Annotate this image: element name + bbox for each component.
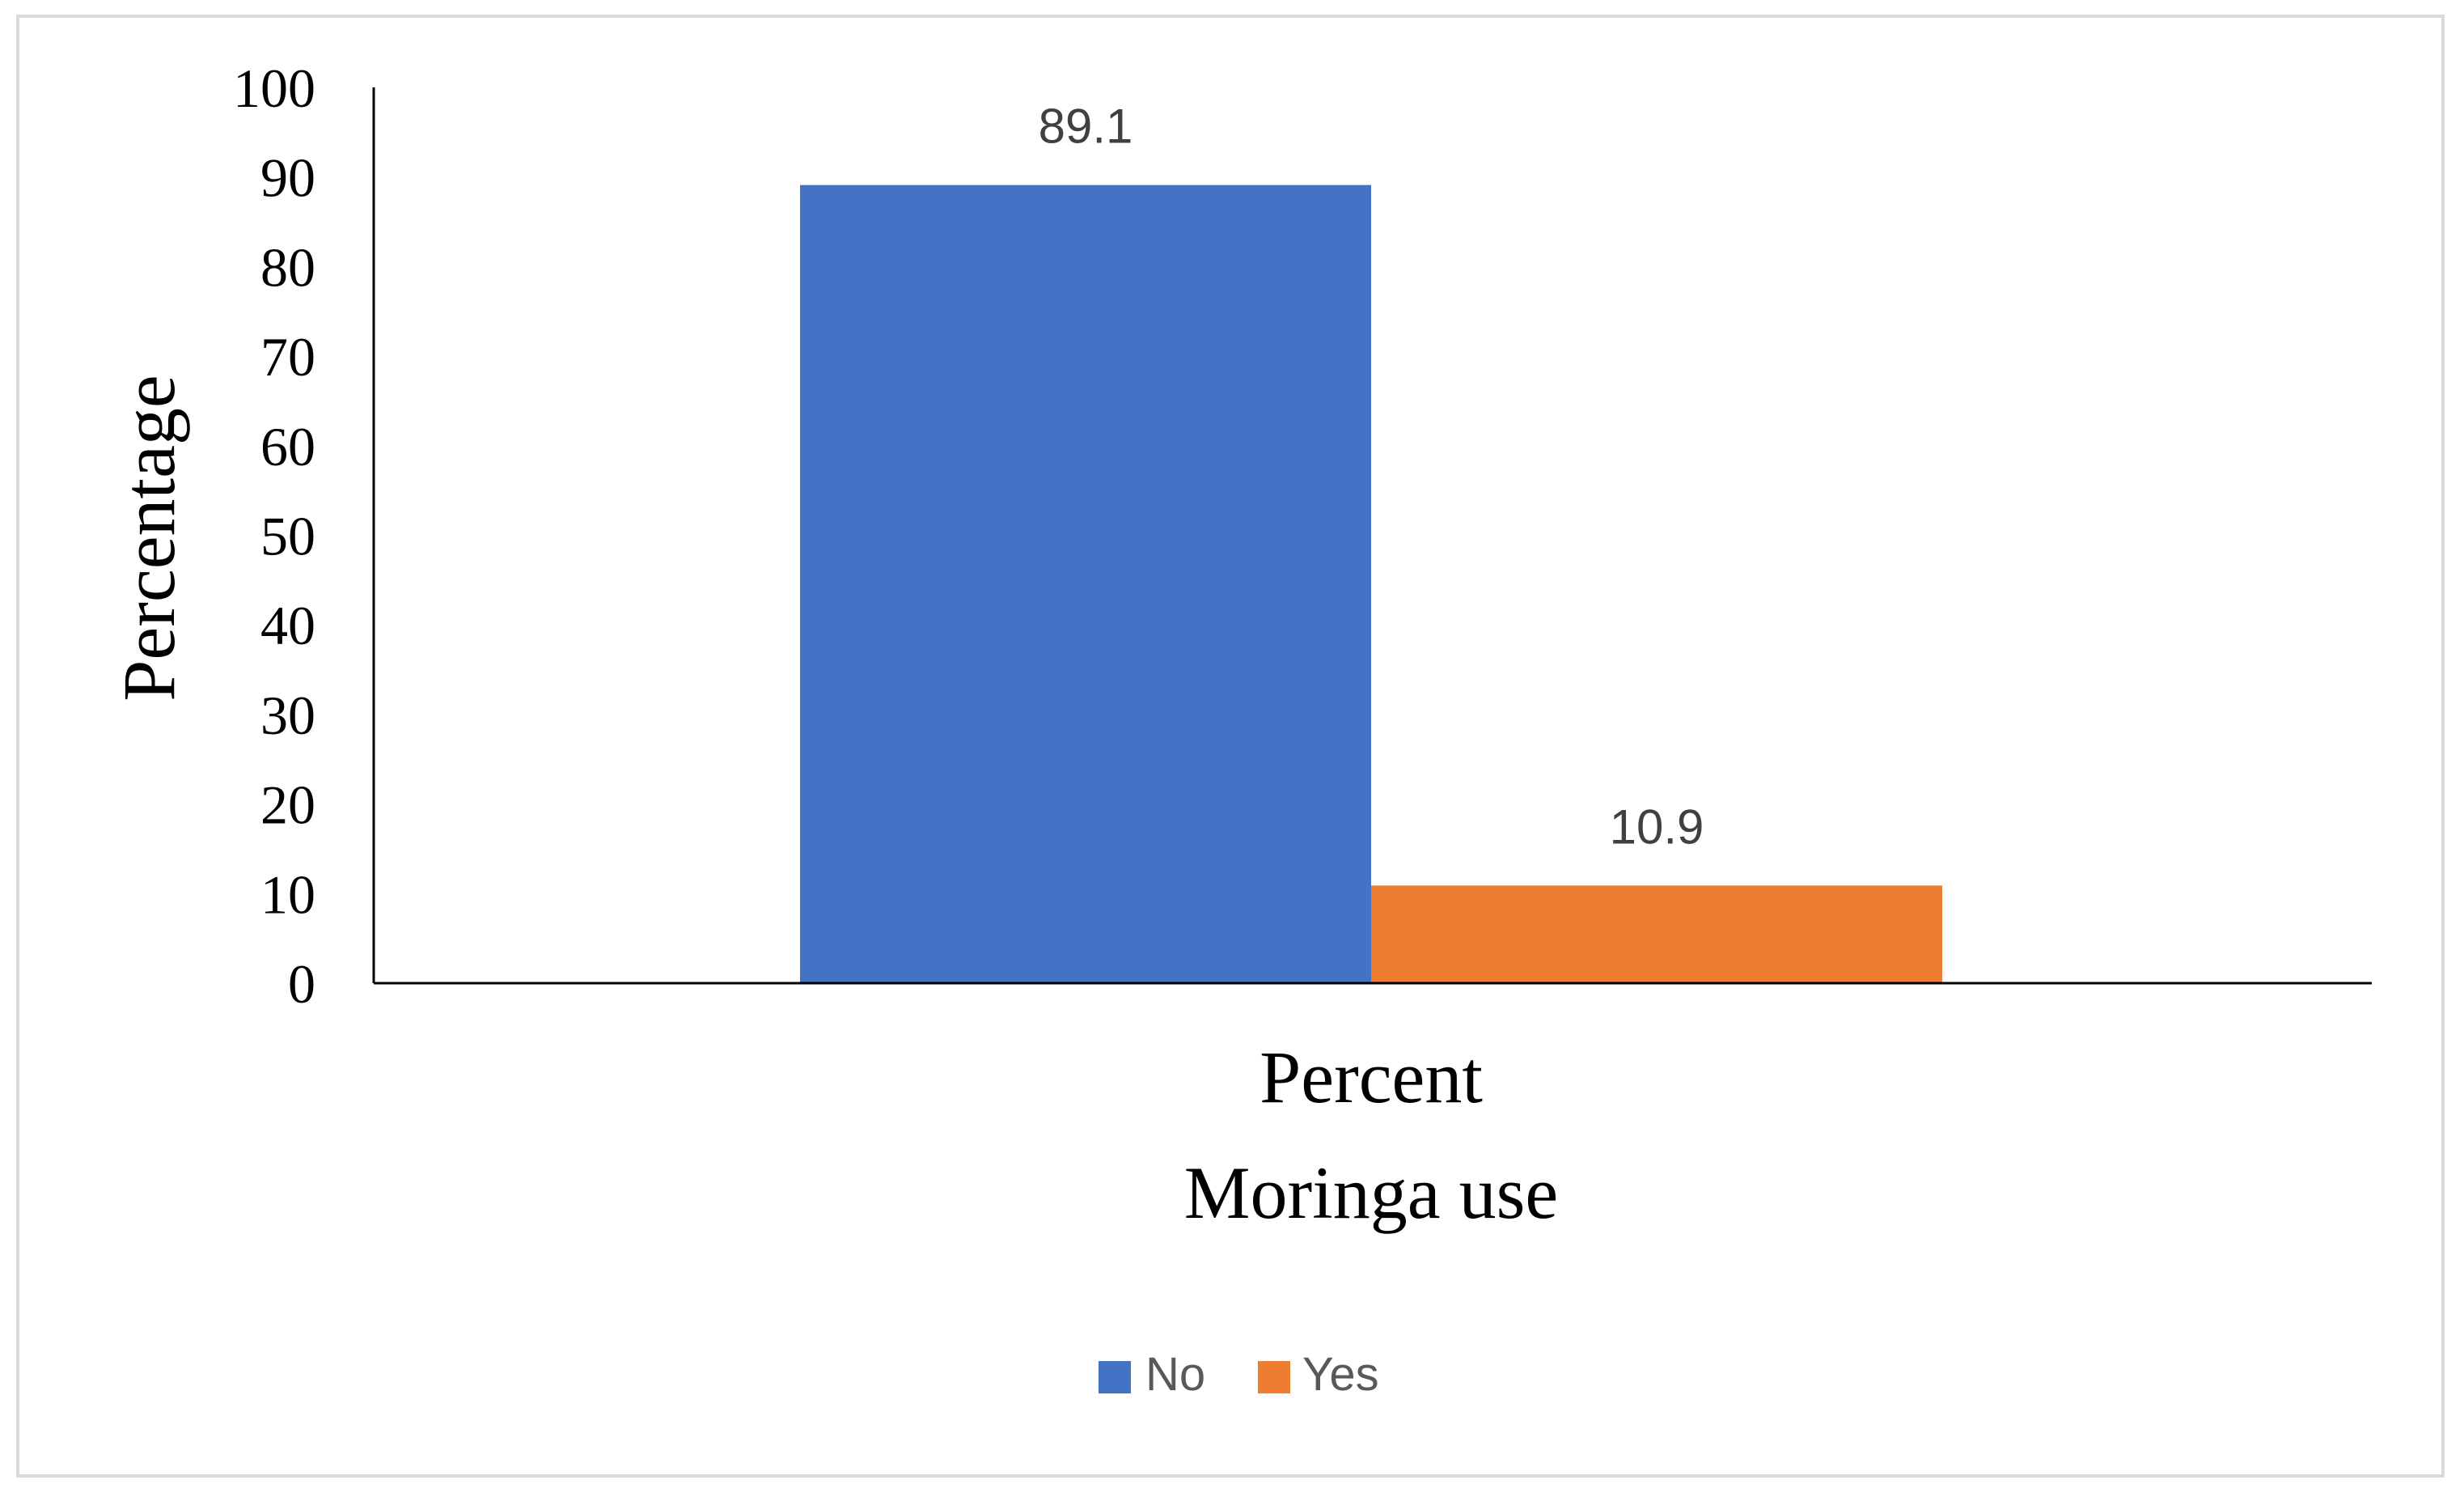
y-tick-label: 100 xyxy=(233,57,315,119)
y-tick-label: 10 xyxy=(260,863,315,925)
y-tick-label: 30 xyxy=(260,685,315,746)
y-tick-label: 60 xyxy=(260,416,315,477)
x-axis-title: Moringa use xyxy=(1184,1151,1558,1234)
y-tick-label: 0 xyxy=(288,953,315,1015)
data-label-no: 89.1 xyxy=(1039,100,1133,154)
y-tick-label: 80 xyxy=(260,236,315,298)
y-tick-label: 70 xyxy=(260,326,315,388)
x-category-label: Percent xyxy=(1260,1036,1483,1118)
y-tick-label: 20 xyxy=(260,774,315,836)
y-tick-label: 40 xyxy=(260,595,315,656)
legend-label-no: No xyxy=(1145,1348,1205,1401)
bar-no xyxy=(800,184,1371,984)
data-labels: 89.1 10.9 xyxy=(1039,100,1704,855)
data-label-yes: 10.9 xyxy=(1610,799,1704,854)
legend: No Yes xyxy=(1099,1348,1379,1401)
legend-swatch-yes xyxy=(1258,1361,1290,1393)
legend-swatch-no xyxy=(1099,1361,1131,1393)
bar-yes xyxy=(1371,885,1942,983)
y-tick-labels: 0 10 20 30 40 50 60 70 80 90 100 xyxy=(233,57,315,1015)
y-axis-title: Percentage xyxy=(108,375,190,702)
y-tick-label: 90 xyxy=(260,147,315,209)
bars xyxy=(800,184,1942,984)
legend-label-yes: Yes xyxy=(1302,1348,1379,1401)
y-tick-label: 50 xyxy=(260,506,315,567)
